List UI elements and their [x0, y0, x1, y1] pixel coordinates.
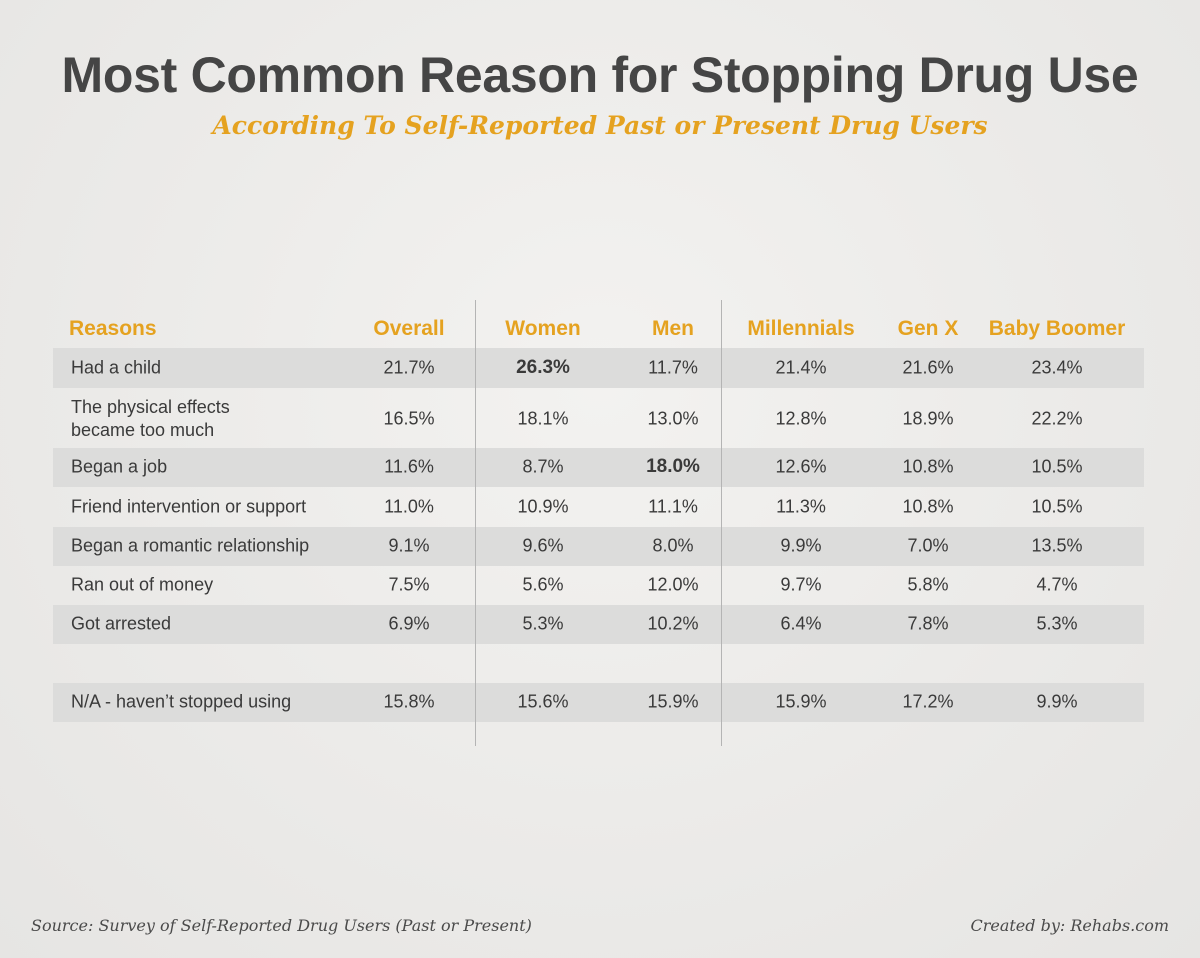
column-header: Reasons: [69, 317, 157, 340]
table-cell: 18.0%: [646, 456, 700, 477]
row-label: N/A - haven’t stopped using: [71, 691, 292, 712]
table-cell: 10.5%: [1031, 456, 1083, 477]
table-cell: 23.4%: [1031, 357, 1083, 378]
table-cell: 18.9%: [902, 408, 954, 429]
row-label: The physical effects became too much: [71, 397, 230, 440]
table-cell: 6.4%: [780, 613, 822, 634]
table-cell: 7.8%: [907, 613, 949, 634]
row-label: Ran out of money: [71, 574, 214, 595]
table-cell: 12.0%: [647, 574, 699, 595]
table-cell: 26.3%: [516, 357, 570, 378]
row-band: [53, 526, 1144, 566]
table-cell: 7.5%: [388, 574, 430, 595]
row-label: Had a child: [71, 357, 162, 378]
table-cell: 13.5%: [1031, 535, 1083, 556]
column-header: Men: [652, 317, 694, 340]
table-cell: 21.6%: [902, 357, 954, 378]
table-cell: 13.0%: [647, 408, 699, 429]
table-cell: 21.7%: [383, 357, 435, 378]
table-cell: 10.9%: [517, 496, 569, 517]
row-band: [53, 682, 1144, 722]
row-band: [53, 604, 1144, 644]
table-cell: 9.9%: [780, 535, 822, 556]
table-cell: 21.4%: [775, 357, 827, 378]
table-cell: 15.9%: [775, 691, 827, 712]
table-cell: 5.8%: [907, 574, 949, 595]
table-cell: 9.6%: [522, 535, 564, 556]
column-header: Gen X: [897, 317, 959, 340]
row-band: [53, 348, 1144, 388]
row-label: Friend intervention or support: [71, 496, 307, 517]
table-cell: 8.7%: [522, 456, 564, 477]
table-cell: 15.9%: [647, 691, 699, 712]
table-cell: 11.6%: [384, 456, 434, 477]
table-cell: 9.7%: [780, 574, 822, 595]
credit-note: Created by: Rehabs.com: [970, 916, 1169, 935]
table-cell: 15.6%: [517, 691, 569, 712]
table-cell: 5.6%: [522, 574, 564, 595]
table-cell: 4.7%: [1036, 574, 1078, 595]
row-label: Began a romantic relationship: [71, 535, 310, 556]
table-cell: 7.0%: [907, 535, 949, 556]
table-cell: 10.5%: [1031, 496, 1083, 517]
table-cell: 18.1%: [517, 408, 569, 429]
table-cell: 12.6%: [775, 456, 827, 477]
table-cell: 9.9%: [1036, 691, 1078, 712]
source-note: Source: Survey of Self-Reported Drug Use…: [31, 916, 532, 935]
column-header: Millennials: [747, 317, 855, 340]
table-cell: 15.8%: [383, 691, 435, 712]
row-label: Got arrested: [71, 613, 172, 634]
table-cell: 10.8%: [902, 456, 954, 477]
table-cell: 10.8%: [902, 496, 954, 517]
column-divider: [721, 300, 722, 746]
table-cell: 9.1%: [388, 535, 430, 556]
table-cell: 11.3%: [776, 496, 826, 517]
chart-subtitle: According To Self-Reported Past or Prese…: [212, 111, 988, 140]
chart-title: Most Common Reason for Stopping Drug Use: [61, 47, 1139, 103]
table-cell: 17.2%: [902, 691, 954, 712]
column-header: Baby Boomer: [988, 317, 1126, 340]
table-cell: 11.1%: [648, 496, 698, 517]
row-label: Began a job: [71, 456, 168, 477]
table-cell: 11.7%: [648, 357, 698, 378]
table-cell: 10.2%: [647, 613, 699, 634]
column-header: Women: [505, 317, 581, 340]
table-cell: 5.3%: [1036, 613, 1078, 634]
table-cell: 5.3%: [522, 613, 564, 634]
table-cell: 8.0%: [652, 535, 694, 556]
row-band: [53, 447, 1144, 487]
table-cell: 12.8%: [775, 408, 827, 429]
column-divider: [475, 300, 476, 746]
table-cell: 6.9%: [388, 613, 430, 634]
table-cell: 22.2%: [1031, 408, 1083, 429]
table-cell: 11.0%: [384, 496, 434, 517]
table-cell: 16.5%: [383, 408, 435, 429]
column-header: Overall: [373, 317, 445, 340]
